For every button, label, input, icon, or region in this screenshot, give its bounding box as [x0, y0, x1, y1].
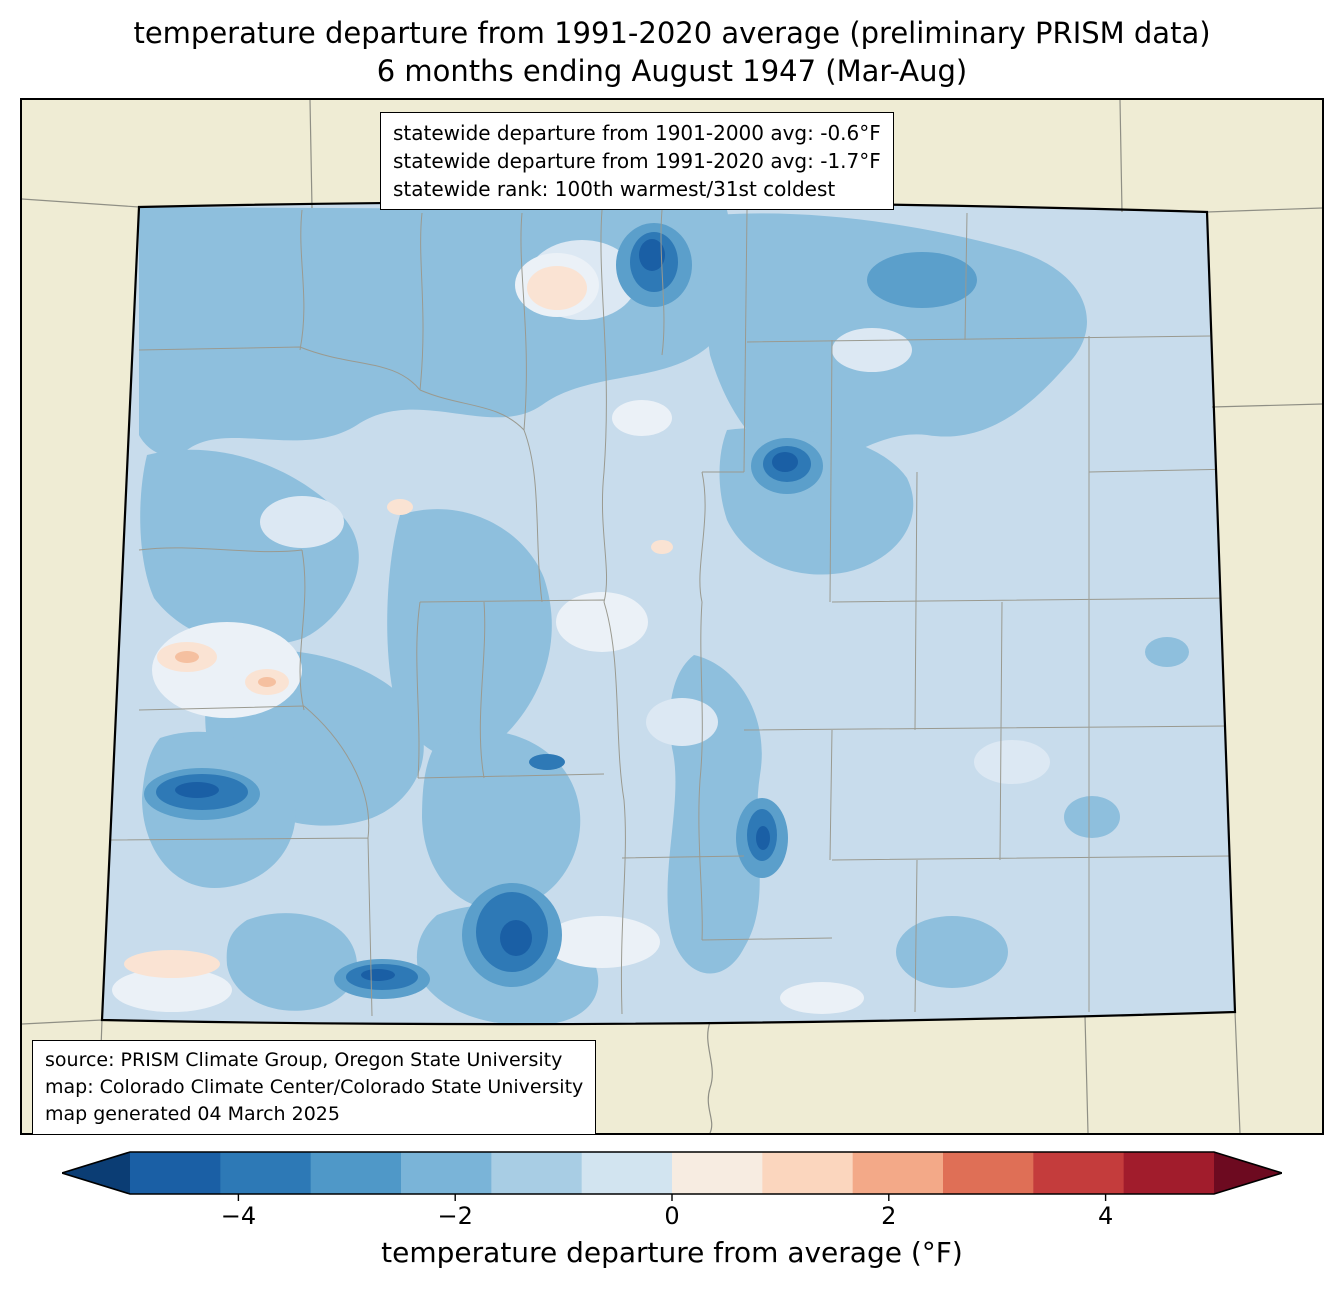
figure-title: temperature departure from 1991-2020 ave…: [0, 14, 1344, 90]
colorado-map: [22, 100, 1322, 1133]
map-frame: statewide departure from 1901-2000 avg: …: [20, 98, 1324, 1135]
stats-line-1: statewide departure from 1901-2000 avg: …: [393, 121, 881, 145]
colorbar-segment: [401, 1152, 492, 1194]
colorbar-label: temperature departure from average (°F): [381, 1236, 963, 1269]
colorbar-segment: [220, 1152, 312, 1194]
colorbar-tick-label: −2: [438, 1202, 473, 1230]
title-line-2: 6 months ending August 1947 (Mar-Aug): [376, 54, 968, 88]
colorbar-segment: [1033, 1152, 1125, 1194]
colorbar-segment: [130, 1152, 221, 1194]
source-line-2: map: Colorado Climate Center/Colorado St…: [45, 1076, 584, 1098]
colorbar-tick-label: 2: [881, 1202, 896, 1230]
colorbar-tick-label: −4: [221, 1202, 256, 1230]
colorbar-segment: [491, 1152, 583, 1194]
colorbar-scale: −4 −2 0 2 4: [59, 1151, 1285, 1230]
colorbar-segment: [310, 1152, 402, 1194]
colorbar-segment: [852, 1152, 944, 1194]
colorbar-tick-label: 4: [1098, 1202, 1113, 1230]
source-line-3: map generated 04 March 2025: [45, 1103, 340, 1125]
anomaly-warm-patches: [124, 266, 673, 978]
stats-line-2: statewide departure from 1991-2020 avg: …: [393, 149, 881, 173]
source-box: source: PRISM Climate Group, Oregon Stat…: [32, 1040, 597, 1135]
anomaly-coldest-spots: [175, 239, 798, 981]
stats-line-3: statewide rank: 100th warmest/31st colde…: [393, 177, 836, 201]
colorbar: −4 −2 0 2 4: [59, 1150, 1285, 1234]
colorbar-segment: [672, 1152, 763, 1194]
county-boundaries: [103, 209, 1235, 1017]
colorbar-left-arrow: [62, 1152, 130, 1194]
colorbar-tick-label: 0: [664, 1202, 679, 1230]
colorbar-right-arrow: [1214, 1152, 1282, 1194]
anomaly-warmer-cores: [175, 651, 276, 687]
title-line-1: temperature departure from 1991-2020 ave…: [133, 16, 1211, 50]
source-line-1: source: PRISM Climate Group, Oregon Stat…: [45, 1049, 563, 1071]
colorbar-segment: [762, 1152, 854, 1194]
colorbar-segment: [581, 1152, 673, 1194]
stats-box: statewide departure from 1901-2000 avg: …: [380, 112, 894, 210]
colorbar-segment: [943, 1152, 1034, 1194]
colorbar-segment: [1123, 1152, 1215, 1194]
